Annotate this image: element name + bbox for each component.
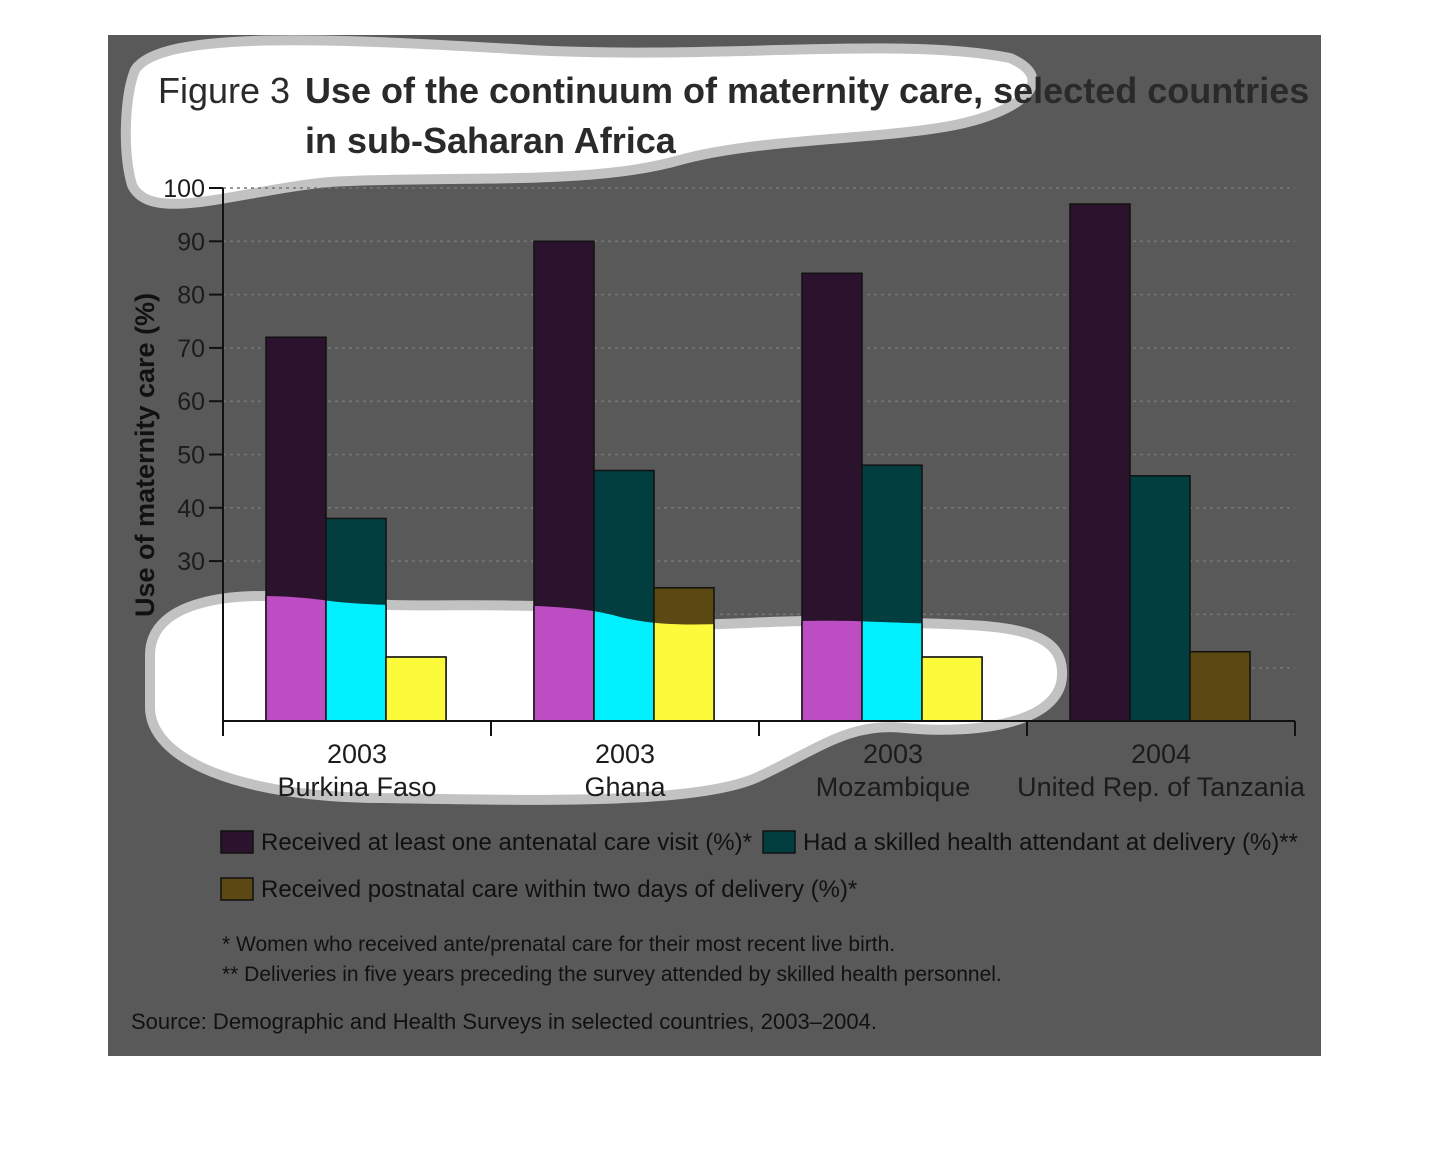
bar-postnatal-highlight bbox=[385, 656, 447, 722]
bar-postnatal-highlight bbox=[921, 656, 983, 722]
bar-postnatal-highlight bbox=[1189, 650, 1251, 722]
y-tick-label: 100 bbox=[163, 175, 205, 203]
x-category-year: 2003 bbox=[863, 739, 923, 769]
source-note: Source: Demographic and Health Surveys i… bbox=[131, 1009, 877, 1034]
x-category-year: 2003 bbox=[595, 739, 655, 769]
y-tick-label: 80 bbox=[177, 282, 205, 310]
bar-skilled-attendant-highlight bbox=[325, 517, 387, 722]
y-tick-label: 40 bbox=[177, 495, 205, 523]
chart-title-line1: Use of the continuum of maternity care, … bbox=[305, 70, 1309, 111]
legend-swatch-skilled-attendant bbox=[762, 830, 796, 854]
x-category-country: United Rep. of Tanzania bbox=[1017, 772, 1306, 802]
y-tick-label: 90 bbox=[177, 228, 205, 256]
y-tick-label: 50 bbox=[177, 442, 205, 470]
x-category-country: Mozambique bbox=[816, 772, 971, 802]
footnote-2: ** Deliveries in five years preceding th… bbox=[222, 963, 1002, 986]
x-category-country: Ghana bbox=[584, 772, 666, 802]
bar-antenatal-highlight bbox=[801, 272, 863, 722]
y-tick-label: 30 bbox=[177, 548, 205, 576]
chart-title-line2: in sub-Saharan Africa bbox=[305, 120, 677, 161]
bar-postnatal-highlight bbox=[653, 587, 715, 722]
legend-label-postnatal: Received postnatal care within two days … bbox=[261, 876, 857, 903]
legend-swatch-postnatal bbox=[220, 877, 254, 901]
y-tick-label: 60 bbox=[177, 388, 205, 416]
bar-skilled-attendant-highlight bbox=[861, 464, 923, 722]
bar-antenatal-highlight bbox=[265, 336, 327, 722]
bar-skilled-attendant-highlight bbox=[593, 469, 655, 722]
legend-swatch-antenatal bbox=[220, 830, 254, 854]
footnote-1: * Women who received ante/prenatal care … bbox=[222, 933, 895, 956]
bar-skilled-attendant-highlight bbox=[1129, 475, 1191, 722]
y-tick-label: 70 bbox=[177, 335, 205, 363]
axes bbox=[222, 188, 1296, 736]
x-category-country: Burkina Faso bbox=[277, 772, 436, 802]
y-axis-label: Use of maternity care (%) bbox=[130, 293, 160, 617]
bar-antenatal-highlight bbox=[533, 240, 595, 722]
legend: Received at least one antenatal care vis… bbox=[220, 829, 1298, 903]
legend-label-skilled-attendant: Had a skilled health attendant at delive… bbox=[803, 829, 1298, 856]
bar-antenatal-highlight bbox=[1069, 203, 1131, 722]
title-highlight-halo bbox=[120, 35, 1038, 209]
x-category-year: 2004 bbox=[1131, 739, 1191, 769]
x-category-year: 2003 bbox=[327, 739, 387, 769]
legend-label-antenatal: Received at least one antenatal care vis… bbox=[261, 829, 752, 856]
figure-number: Figure 3 bbox=[158, 70, 290, 111]
